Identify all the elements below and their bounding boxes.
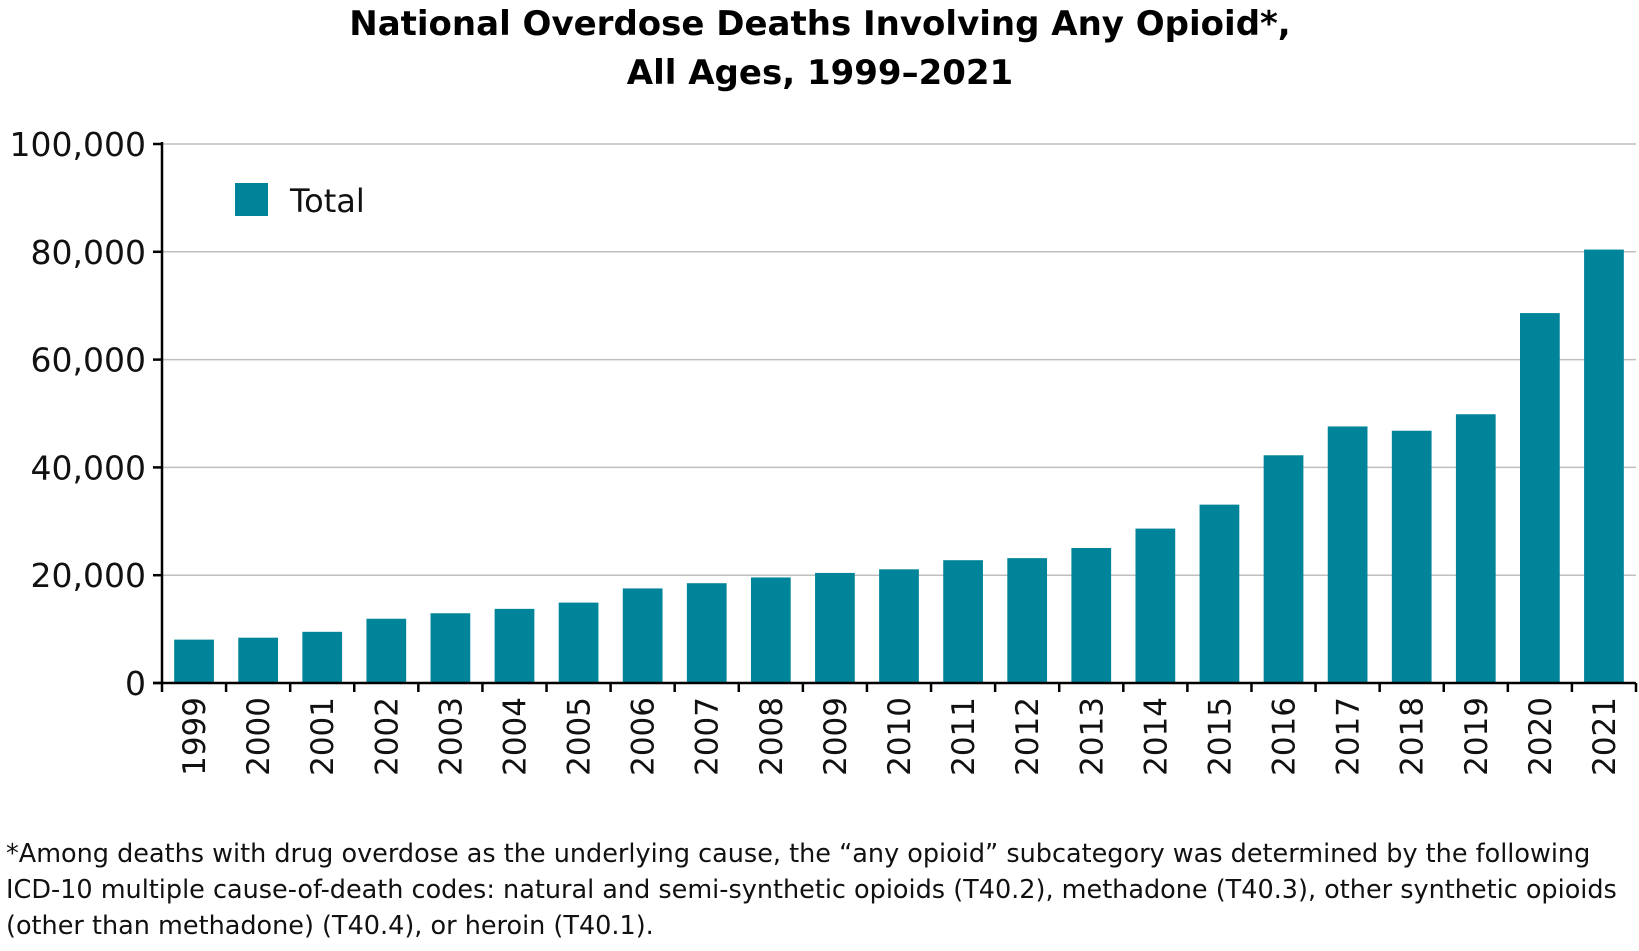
bar-2002 [366,618,407,683]
x-tick-label: 2005 [562,697,598,776]
bar-2018 [1391,430,1432,683]
x-tick-label: 2014 [1138,697,1174,776]
x-tick-label: 2009 [818,697,854,776]
legend-label: Total [289,182,365,220]
x-tick-label: 2010 [882,697,918,776]
bar-2019 [1455,414,1496,683]
x-tick-label: 1999 [177,697,213,776]
x-tick-label: 2003 [433,697,469,776]
x-tick-label: 2011 [946,697,982,776]
bar-1999 [174,639,214,683]
y-tick-label: 100,000 [10,125,146,164]
legend-swatch [235,183,268,216]
y-tick-label: 0 [125,664,146,703]
legend: Total [235,182,365,220]
bar-2014 [1135,528,1176,683]
bar-2004 [494,608,535,683]
axes [153,142,1636,685]
x-tick-label: 2012 [1010,697,1046,776]
x-tick-label: 2016 [1267,697,1303,776]
bar-2021 [1584,249,1624,683]
bar-2017 [1327,426,1368,683]
bar-2001 [302,631,343,683]
x-tick-label: 2000 [241,697,277,776]
chart-title-line-2: All Ages, 1999–2021 [627,53,1013,93]
x-tick-label: 2021 [1587,697,1623,776]
y-tick-label: 20,000 [31,556,146,595]
bar-2010 [879,569,919,683]
y-tick-label: 60,000 [31,341,146,380]
y-tick-label: 80,000 [31,233,146,272]
bar-2000 [238,637,278,683]
x-tick-label: 2018 [1395,697,1431,776]
gridlines [162,143,1636,576]
bar-2005 [558,602,599,683]
bar-2007 [686,583,727,683]
bar-2003 [430,613,471,683]
bar-2008 [750,577,791,683]
x-axis-ticks: 1999 2000 2001 2002 2003 2004 2005 2006 2007 2008… [160,683,1638,776]
chart-title-line-1: National Overdose Deaths Involving Any O… [349,4,1290,44]
bar-2015 [1199,504,1240,683]
x-tick-label: 2004 [497,697,533,776]
x-tick-label: 2020 [1523,697,1559,776]
bar-2020 [1520,313,1560,683]
bar-2013 [1071,547,1112,683]
bar-2011 [943,560,983,683]
x-tick-label: 2019 [1459,697,1495,776]
bar-2009 [815,572,855,683]
x-tick-label: 2013 [1074,697,1110,776]
bar-2012 [1007,558,1048,683]
x-tick-label: 2006 [626,697,662,776]
x-tick-label: 2007 [690,697,726,776]
bars [174,249,1624,683]
x-tick-label: 2015 [1202,697,1238,776]
x-tick-label: 2008 [754,697,790,776]
x-tick-label: 2001 [305,697,341,776]
bar-2016 [1263,455,1304,683]
bar-2006 [622,588,663,683]
chart: National Overdose Deaths Involving Any O… [10,4,1638,776]
x-tick-label: 2017 [1331,697,1367,776]
y-tick-label: 40,000 [31,448,146,487]
y-axis-ticks: 0 20,000 40,000 60,000 80,000 100,000 [10,125,162,703]
footnote: *Among deaths with drug overdose as the … [6,839,1617,941]
x-tick-label: 2002 [369,697,405,776]
